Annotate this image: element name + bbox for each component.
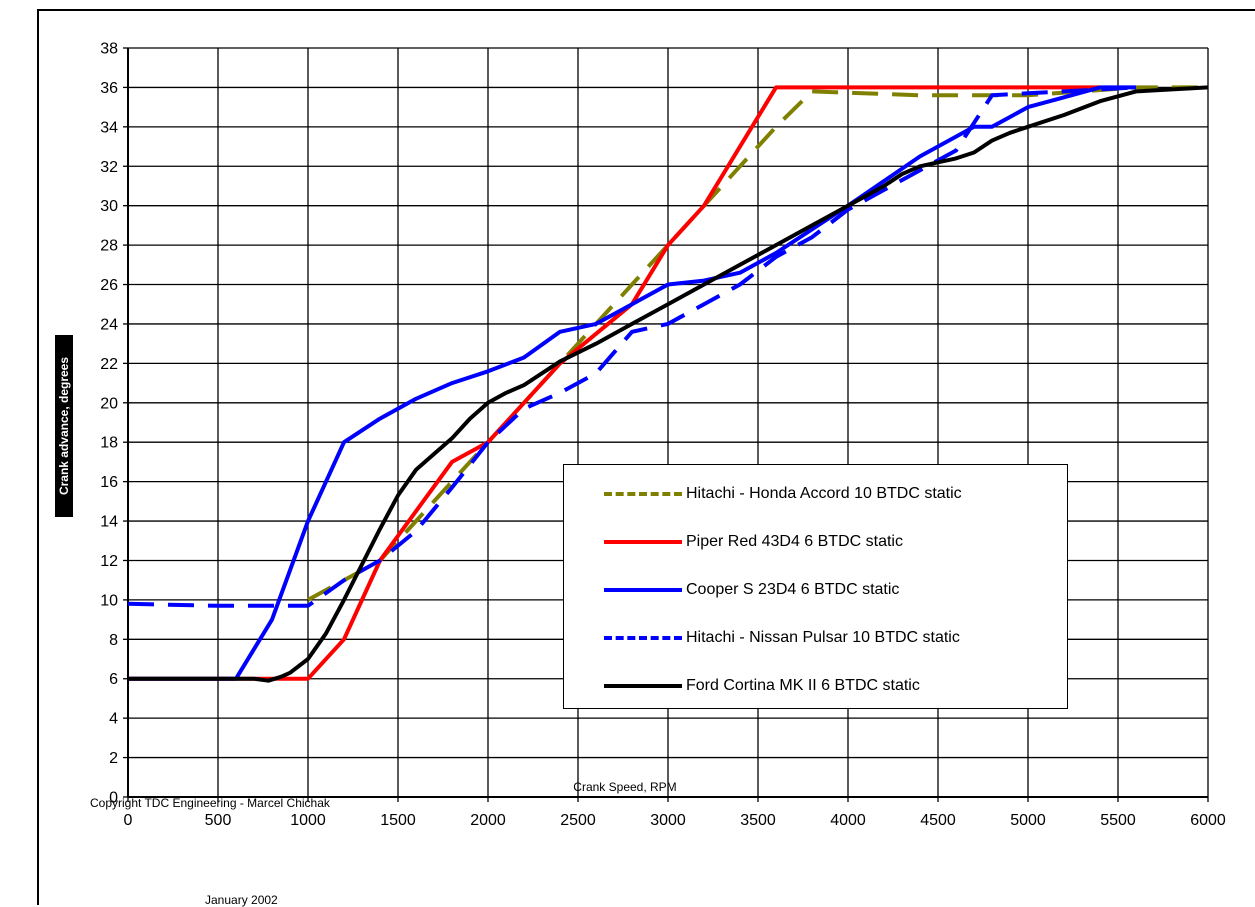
y-tick-label: 12: [100, 553, 118, 570]
y-tick-label: 22: [100, 356, 118, 373]
legend-item: Piper Red 43D4 6 BTDC static: [604, 527, 903, 557]
y-tick-label: 30: [100, 198, 118, 215]
y-tick-label: 6: [109, 671, 118, 688]
series-line-4: [127, 85, 1137, 608]
y-tick-label: 0: [109, 790, 118, 807]
x-tick-label: 4500: [920, 812, 956, 829]
y-tick-label: 28: [100, 238, 118, 255]
copyright-text: Copyright TDC Engineering - Marcel Chich…: [90, 796, 330, 810]
legend: Hitachi - Honda Accord 10 BTDC static Pip…: [563, 464, 1068, 709]
series-lines: [127, 85, 1209, 683]
y-tick-label: 32: [100, 159, 118, 176]
x-axis-label: Crank Speed, RPM: [573, 780, 677, 794]
legend-label: Cooper S 23D4 6 BTDC static: [686, 581, 900, 598]
legend-label: Piper Red 43D4 6 BTDC static: [686, 533, 903, 550]
date-text: January 2002: [205, 893, 278, 907]
y-axis-label-box: Crank advance, degrees: [55, 335, 73, 517]
x-tick-label: 1500: [380, 812, 416, 829]
y-tick-label: 14: [100, 514, 118, 531]
y-tick-label: 10: [100, 592, 118, 609]
y-tick-label: 4: [109, 711, 118, 728]
legend-swatch: [604, 540, 682, 544]
x-tick-label: 2000: [470, 812, 506, 829]
series-line-5: [128, 85, 1209, 683]
x-tick-label: 2500: [560, 812, 596, 829]
x-tick-label: 1000: [290, 812, 326, 829]
legend-label: Ford Cortina MK II 6 BTDC static: [686, 677, 920, 694]
y-tick-label: 8: [109, 632, 118, 649]
x-tick-label: 500: [205, 812, 232, 829]
x-tick-label: 6000: [1190, 812, 1226, 829]
x-tick-label: 5000: [1010, 812, 1046, 829]
y-tick-label: 34: [100, 119, 118, 136]
legend-item: Hitachi - Honda Accord 10 BTDC static: [604, 479, 962, 509]
series-line-2: [128, 85, 1100, 681]
legend-label: Hitachi - Honda Accord 10 BTDC static: [686, 485, 962, 502]
legend-item: Cooper S 23D4 6 BTDC static: [604, 575, 899, 605]
legend-item: Ford Cortina MK II 6 BTDC static: [604, 671, 920, 701]
tick-labels: 0 500 1000 1500 2000 2500 3000 3500 4000 4500 5000…: [100, 41, 1226, 830]
x-tick-label: 5500: [1100, 812, 1136, 829]
axes: [123, 47, 1209, 802]
series-line-3: [128, 85, 1136, 681]
legend-swatch: [604, 636, 682, 640]
legend-label: Hitachi - Nissan Pulsar 10 BTDC static: [686, 629, 960, 646]
chart-frame: [37, 9, 1255, 905]
legend-item: Hitachi - Nissan Pulsar 10 BTDC static: [604, 623, 960, 653]
y-tick-label: 26: [100, 277, 118, 294]
legend-swatch: [604, 684, 682, 688]
x-tick-label: 0: [124, 812, 133, 829]
y-tick-label: 16: [100, 474, 118, 491]
y-tick-label: 36: [100, 80, 118, 97]
x-tick-label: 3000: [650, 812, 686, 829]
y-tick-label: 18: [100, 435, 118, 452]
y-tick-label: 2: [109, 750, 118, 767]
series-line-1: [307, 85, 1208, 602]
y-tick-label: 24: [100, 316, 118, 333]
legend-swatch: [604, 588, 682, 592]
x-tick-label: 3500: [740, 812, 776, 829]
y-axis-label: Crank advance, degrees: [57, 356, 71, 496]
y-tick-label: 20: [100, 395, 118, 412]
y-tick-label: 38: [100, 41, 118, 58]
x-tick-label: 4000: [830, 812, 866, 829]
legend-swatch: [604, 492, 682, 496]
